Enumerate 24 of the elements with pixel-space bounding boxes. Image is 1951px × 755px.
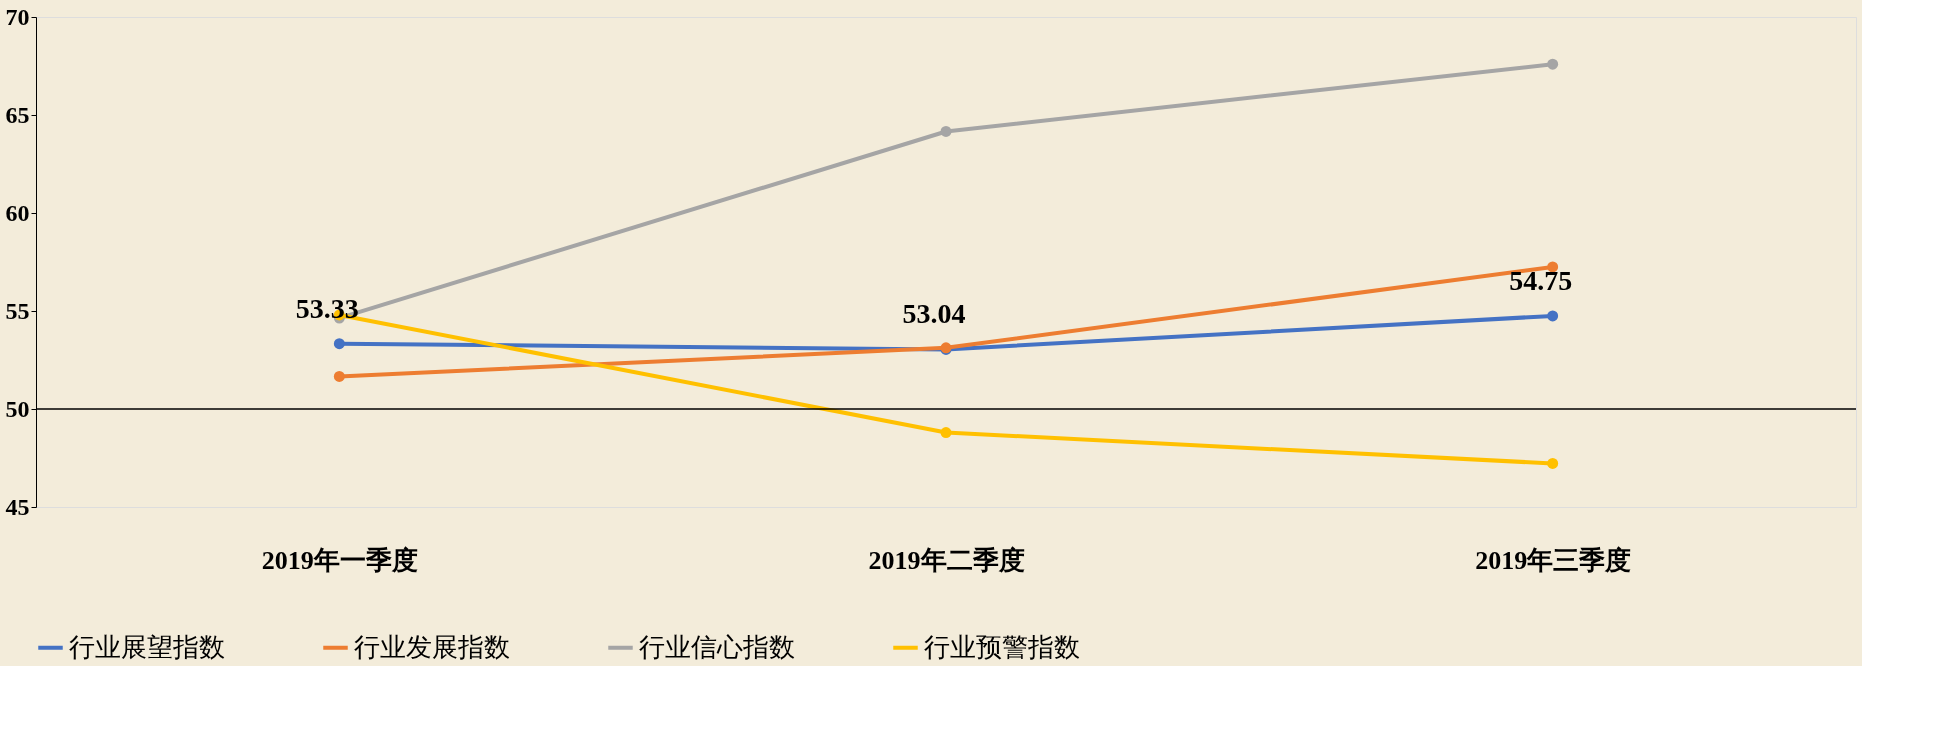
y-tick-label: 60 [5, 199, 30, 226]
x-tick-label: 2019年二季度 [868, 545, 1025, 575]
point [333, 338, 345, 350]
x-tick-label: 2019年一季度 [261, 545, 418, 575]
point [1547, 458, 1559, 469]
y-tick-label: 65 [5, 101, 30, 128]
data-label: 53.33 [295, 292, 359, 324]
legend-label: 行业预警指数 [924, 632, 1080, 662]
y-tick-label: 70 [5, 3, 30, 30]
point [333, 371, 345, 382]
legend-label: 行业展望指数 [69, 632, 225, 662]
point [1547, 58, 1559, 70]
y-tick-label: 55 [5, 297, 30, 324]
x-tick-label: 2019年三季度 [1475, 545, 1632, 575]
y-tick-label: 50 [5, 395, 30, 422]
data-label: 54.75 [1509, 264, 1573, 296]
data-label: 53.04 [902, 298, 966, 330]
point [1547, 310, 1559, 322]
legend-label: 行业信心指数 [639, 632, 795, 662]
point [940, 126, 952, 137]
point [940, 427, 952, 438]
point [1547, 261, 1559, 273]
y-tick-label: 45 [5, 493, 30, 520]
legend-label: 行业发展指数 [354, 632, 510, 662]
